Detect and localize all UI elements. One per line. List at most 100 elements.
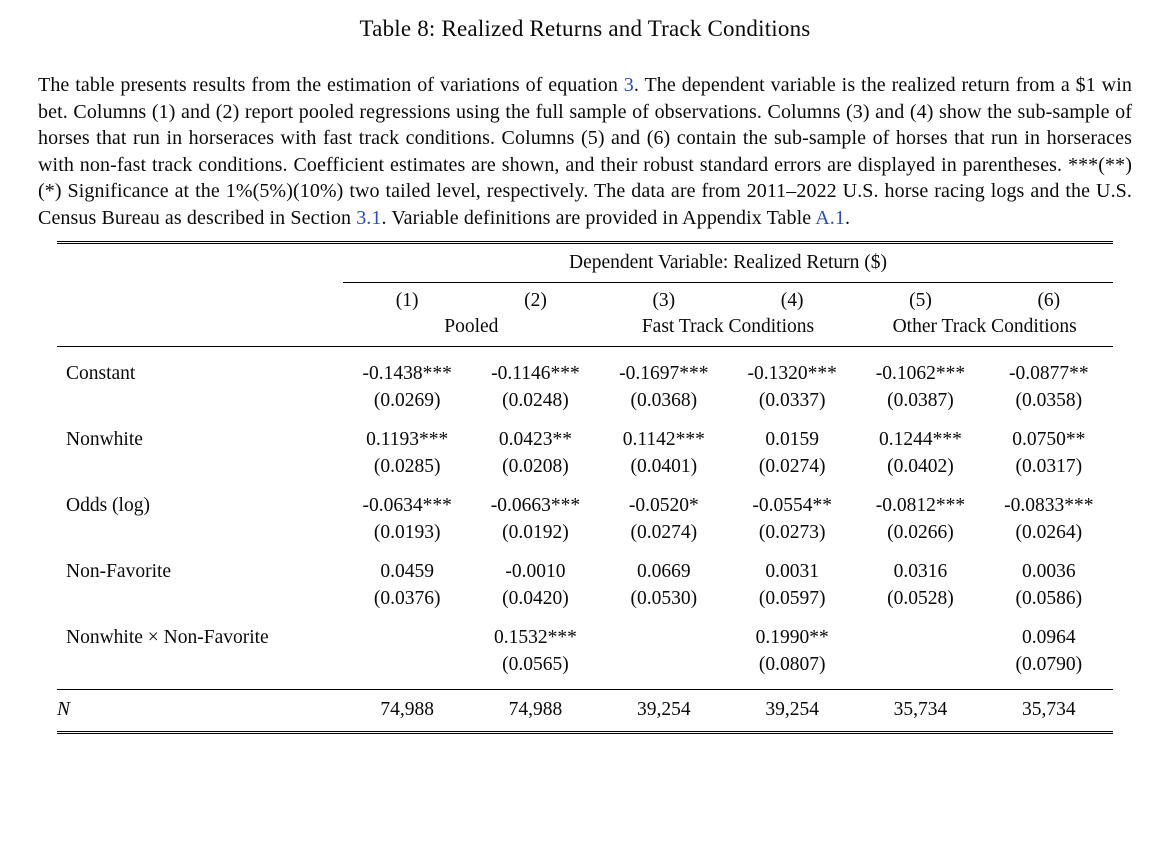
se-value: (0.0528)	[887, 588, 954, 609]
row-label: Odds (log)	[66, 495, 150, 516]
se-value: (0.0790)	[1015, 654, 1083, 675]
coef-value: -0.0554**	[752, 495, 832, 516]
table-row: (0.0269) (0.0248) (0.0368) (0.0337) (0.0387)…	[57, 386, 1113, 413]
row-label-spacer	[57, 518, 343, 545]
coef-value: -0.1697***	[619, 363, 709, 384]
se-value: (0.0807)	[758, 654, 826, 675]
se-value: (0.0285)	[373, 456, 441, 477]
n-value: 74,988	[471, 689, 600, 731]
n-label: N	[57, 689, 343, 731]
se-value: (0.0401)	[630, 456, 698, 477]
coef-value: 0.0459	[380, 561, 434, 582]
table-row: (0.0285) (0.0208) (0.0401) (0.0274) (0.0402)…	[57, 452, 1113, 479]
table-row: Non-Favorite 0.0459 -0.0010 0.0669 0.0031 0.0…	[57, 545, 1113, 584]
se-value	[343, 650, 471, 690]
coef-value: 0.0750**	[1012, 429, 1086, 450]
se-value: (0.0337)	[758, 390, 826, 411]
dependent-variable-row: Dependent Variable: Realized Return ($)	[57, 244, 1113, 283]
table-bottom-rule	[57, 731, 1113, 734]
dependent-variable-header: Dependent Variable: Realized Return ($)	[343, 244, 1113, 283]
paper-page: Table 8: Realized Returns and Track Cond…	[38, 16, 1132, 734]
se-value: (0.0208)	[502, 456, 569, 477]
caption-text-segment: The table presents results from the esti…	[38, 74, 624, 96]
coef-value: -0.1320***	[747, 363, 837, 384]
se-value: (0.0368)	[630, 390, 698, 411]
se-value: (0.0402)	[887, 456, 954, 477]
n-value: 74,988	[343, 689, 472, 731]
column-number-2: (2)	[524, 290, 547, 311]
row-label: Non-Favorite	[66, 561, 172, 582]
row-label: Nonwhite × Non-Favorite	[66, 627, 269, 648]
coef-value: 0.1532***	[494, 627, 577, 648]
se-value: (0.0274)	[630, 522, 698, 543]
table-row: (0.0376) (0.0420) (0.0530) (0.0597) (0.0528)…	[57, 584, 1113, 611]
coef-value: -0.0634***	[362, 495, 452, 516]
se-value: (0.0264)	[1015, 522, 1083, 543]
row-label-spacer	[57, 650, 343, 690]
table-row: Nonwhite 0.1193*** 0.0423** 0.1142*** 0.0159…	[57, 413, 1113, 452]
equation-ref-link[interactable]: 3	[623, 74, 634, 96]
coef-value	[856, 611, 984, 650]
se-value: (0.0269)	[373, 390, 441, 411]
table-row: Constant -0.1438*** -0.1146*** -0.1697*** -0…	[57, 347, 1113, 387]
header-spacer	[57, 244, 343, 283]
appendix-table-ref-link[interactable]: A.1	[815, 206, 845, 229]
group-header-other-track: Other Track Conditions	[856, 315, 1113, 347]
table-body: Constant -0.1438*** -0.1146*** -0.1697*** -0…	[57, 347, 1113, 690]
caption-text-segment: .	[844, 206, 851, 229]
se-value: (0.0248)	[502, 390, 569, 411]
coef-value: -0.1146***	[491, 363, 580, 384]
se-value: (0.0274)	[758, 456, 826, 477]
coef-value: 0.0423**	[498, 429, 573, 450]
se-value: (0.0530)	[630, 588, 698, 609]
coef-value: -0.0877**	[1009, 363, 1089, 384]
coef-value: -0.0833***	[1004, 495, 1094, 516]
se-value: (0.0387)	[887, 390, 954, 411]
se-value: (0.0192)	[502, 522, 569, 543]
table-row: Nonwhite × Non-Favorite 0.1532*** 0.1990**…	[57, 611, 1113, 650]
results-table: Dependent Variable: Realized Return ($) …	[57, 244, 1113, 731]
column-number-3: (3)	[652, 290, 676, 311]
table-row: (0.0193) (0.0192) (0.0274) (0.0273) (0.0266)…	[57, 518, 1113, 545]
group-header-fast-track: Fast Track Conditions	[599, 315, 857, 347]
se-value	[600, 650, 728, 690]
se-value: (0.0358)	[1015, 390, 1083, 411]
row-label-spacer	[57, 386, 343, 413]
se-value: (0.0266)	[887, 522, 954, 543]
group-header-row: Pooled Fast Track Conditions Other Track…	[57, 315, 1113, 347]
row-label-spacer	[57, 584, 343, 611]
coef-value: -0.1062***	[875, 363, 966, 384]
caption-text-segment: . Variable definitions are provided in A…	[381, 206, 816, 229]
table-row: (0.0565) (0.0807) (0.0790)	[57, 650, 1113, 690]
column-number-5: (5)	[909, 290, 932, 311]
se-value: (0.0565)	[502, 654, 569, 675]
table-title: Table 8: Realized Returns and Track Cond…	[359, 16, 811, 41]
n-value: 39,254	[727, 689, 857, 731]
coef-value: 0.1193***	[366, 429, 449, 450]
n-value: 39,254	[599, 689, 728, 731]
caption-text-segment: . The dependent variable is the realized…	[38, 74, 1132, 229]
se-value	[856, 650, 984, 690]
coef-value: 0.0669	[637, 561, 691, 582]
column-number-row: (1) (2) (3) (4) (5) (6)	[57, 283, 1113, 316]
coef-value: 0.1142***	[622, 429, 705, 450]
table-caption: The table presents results from the esti…	[38, 72, 1132, 231]
row-label: Constant	[66, 363, 136, 384]
coef-value: 0.1990**	[755, 627, 829, 648]
n-value: 35,734	[984, 689, 1113, 731]
se-value: (0.0193)	[373, 522, 441, 543]
section-ref-link[interactable]: 3.1	[356, 206, 382, 229]
row-label-spacer	[57, 452, 343, 479]
coef-value: -0.0663***	[490, 495, 581, 516]
coef-value: -0.0010	[505, 561, 566, 582]
regression-table: Dependent Variable: Realized Return ($) …	[57, 241, 1113, 734]
coef-value: -0.1438***	[362, 363, 452, 384]
column-number-6: (6)	[1037, 290, 1061, 311]
group-header-pooled: Pooled	[343, 315, 600, 347]
coef-value	[600, 611, 728, 650]
se-value: (0.0317)	[1015, 456, 1083, 477]
coef-value: -0.0520*	[628, 495, 699, 516]
observations-row: N 74,988 74,988 39,254 39,254 35,734 35,…	[57, 689, 1113, 731]
header-spacer	[57, 283, 343, 316]
se-value: (0.0273)	[758, 522, 826, 543]
